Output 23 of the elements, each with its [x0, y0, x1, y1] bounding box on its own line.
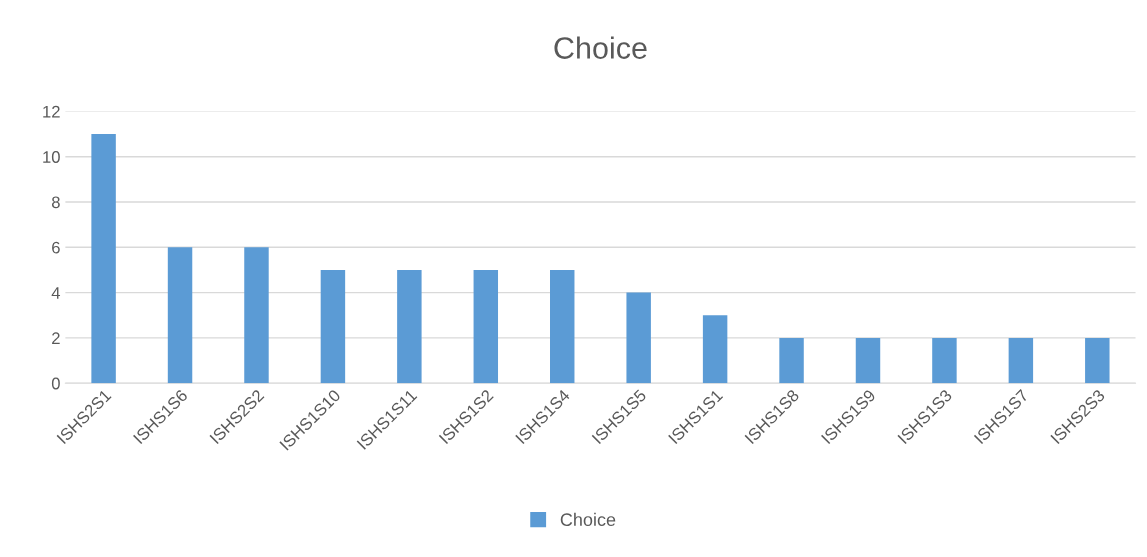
bar: [244, 247, 269, 384]
y-tick-label: 2: [52, 332, 60, 344]
y-tick-label: 0: [51, 377, 60, 390]
bar: [1085, 337, 1110, 384]
bar: [1008, 337, 1034, 384]
bar: [779, 337, 804, 384]
bar: [702, 315, 728, 384]
bar: [855, 337, 881, 384]
y-tick-label: 10: [43, 151, 60, 163]
bar: [932, 337, 957, 384]
bar: [167, 247, 193, 384]
bar: [397, 269, 422, 384]
y-tick-label: 12: [43, 105, 60, 118]
y-tick-label: 8: [51, 196, 60, 209]
bar: [626, 292, 651, 384]
bar: [91, 134, 116, 384]
bar: [473, 269, 499, 384]
y-tick-label: 6: [52, 241, 60, 254]
chart-title: Choice: [554, 36, 647, 59]
bar: [550, 269, 575, 384]
bar: [320, 269, 346, 384]
y-tick-label: 4: [51, 287, 61, 299]
legend-label: Choice: [560, 512, 616, 527]
